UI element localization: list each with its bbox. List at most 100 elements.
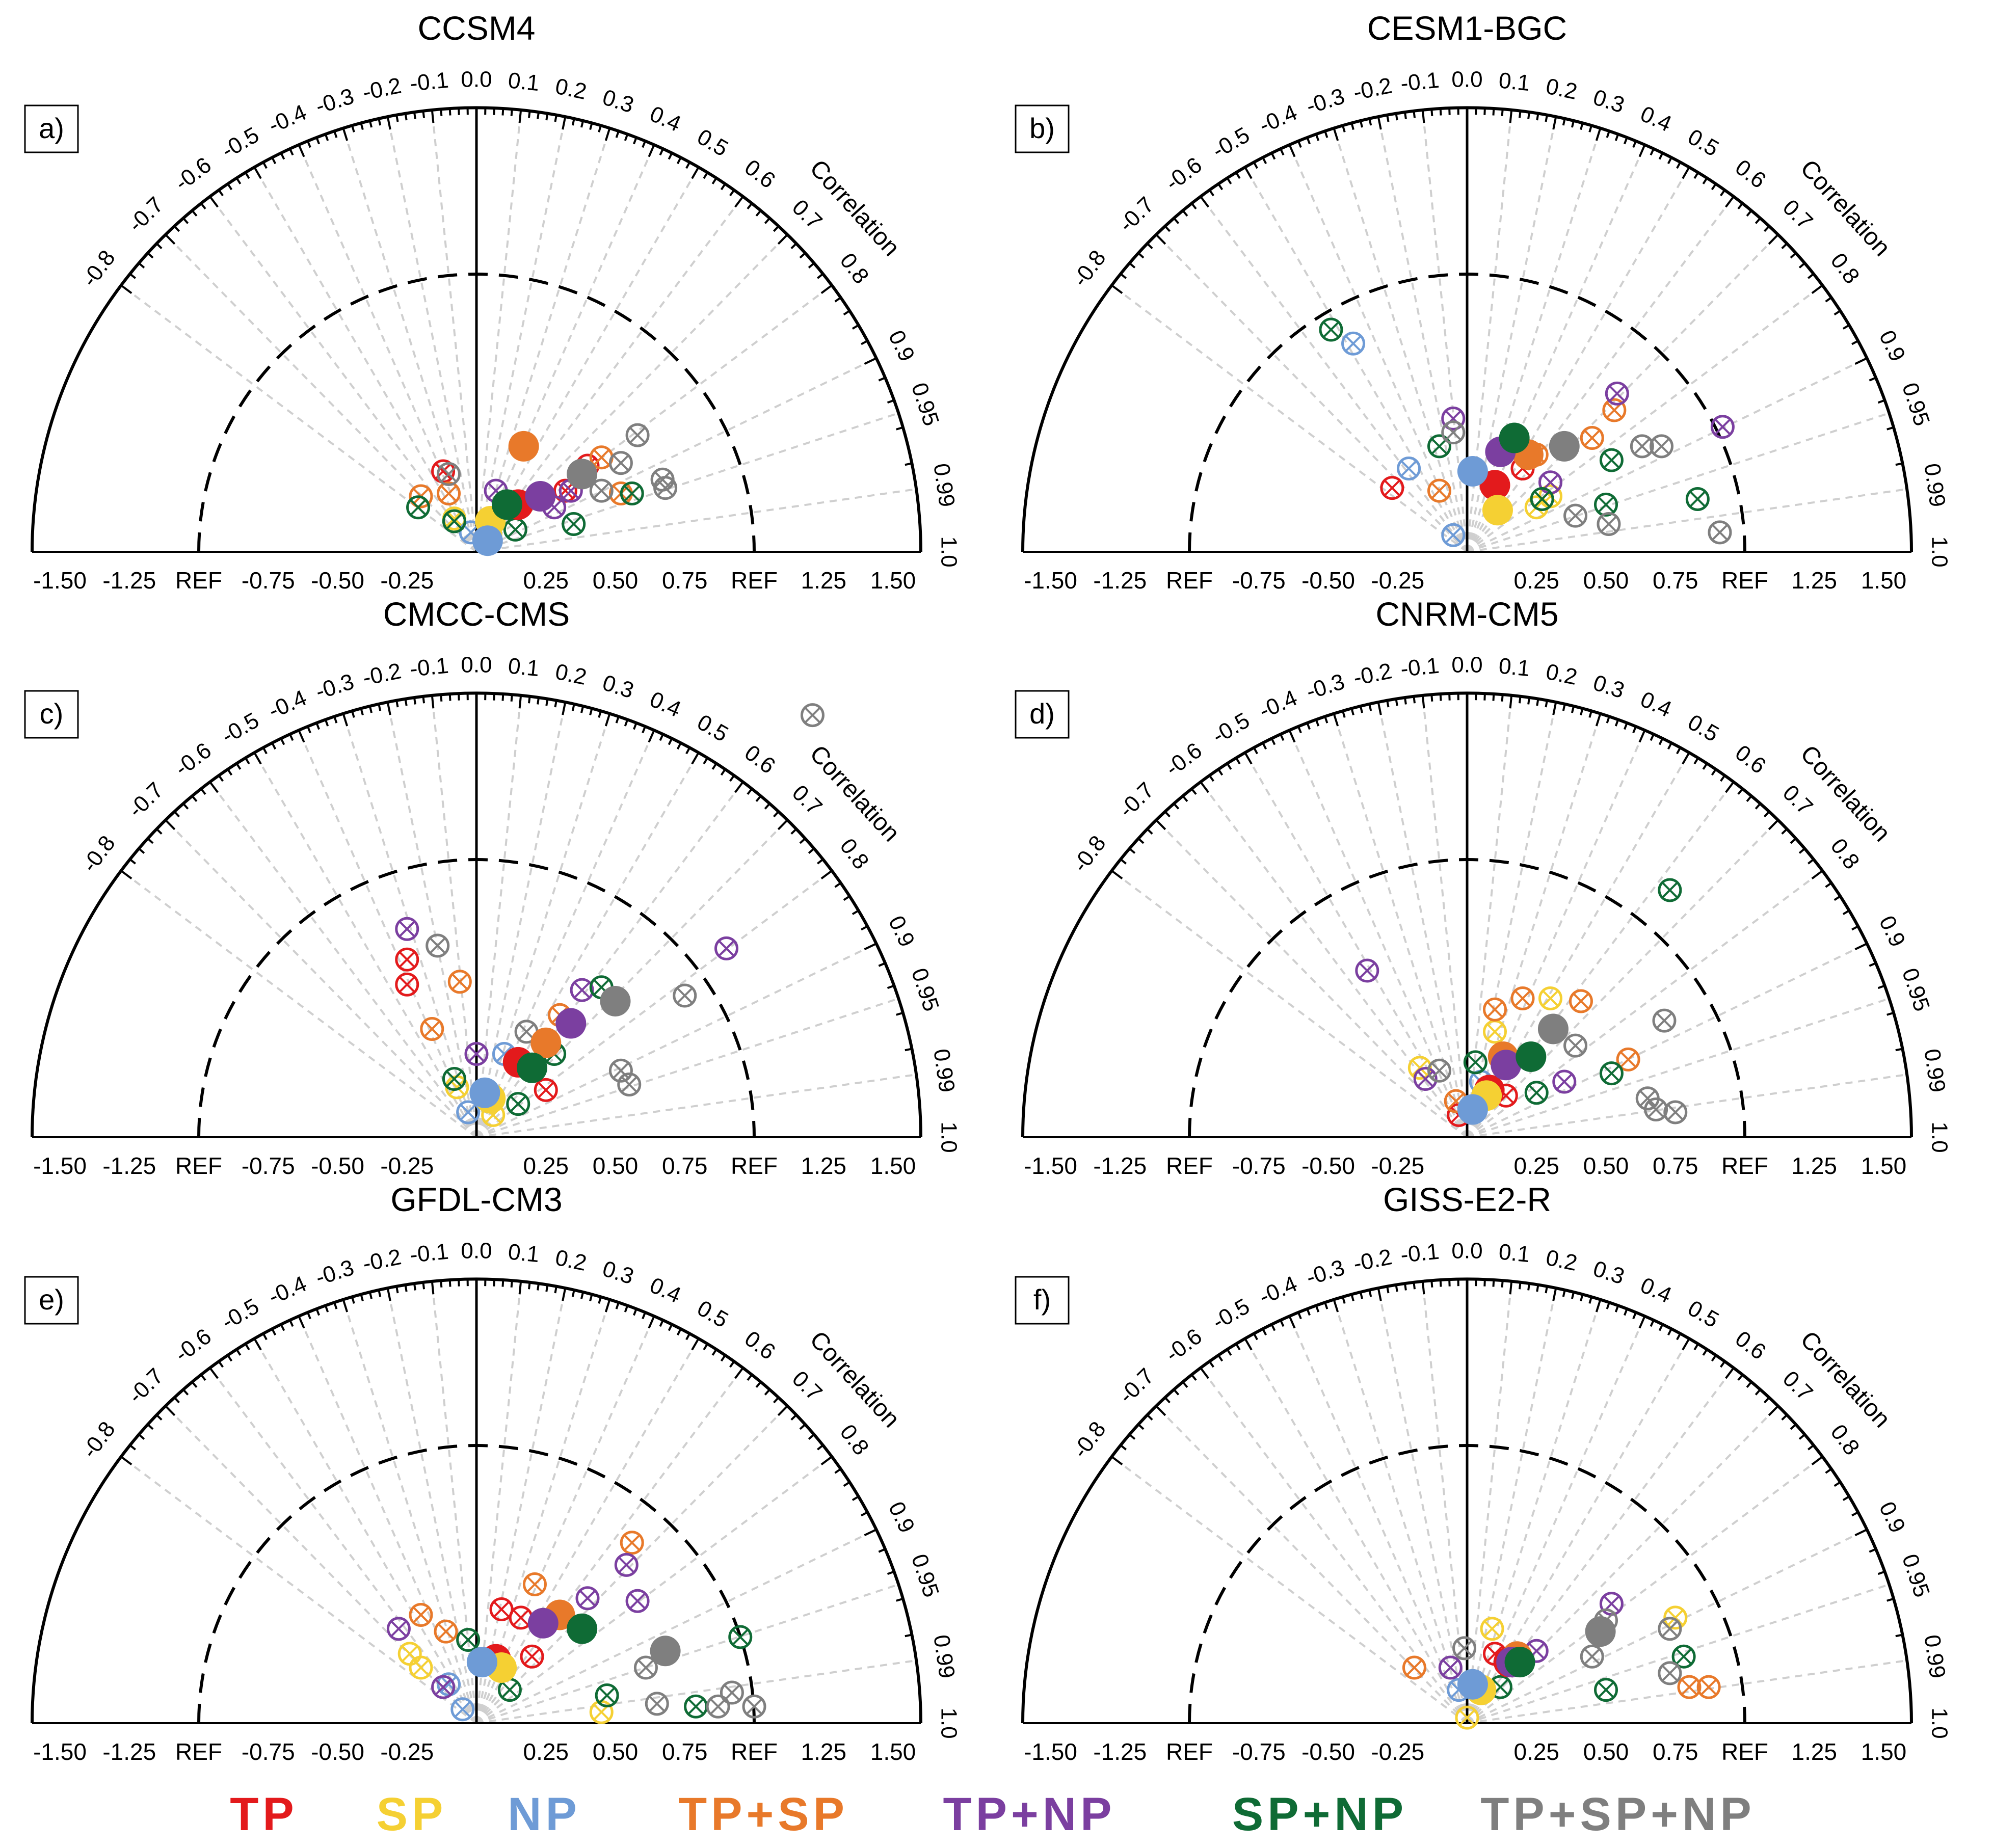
correlation-tick xyxy=(660,734,663,741)
correlation-tick xyxy=(844,311,850,315)
correlation-tick-label: -0.2 xyxy=(1351,658,1394,690)
correlation-tick-label: -0.5 xyxy=(217,122,263,163)
correlation-tick xyxy=(555,1286,556,1293)
correlation-tick xyxy=(1218,769,1223,775)
correlation-tick xyxy=(1791,253,1796,257)
correlation-tick-label: 0.2 xyxy=(1544,1245,1580,1276)
correlation-tick xyxy=(299,1316,304,1328)
correlation-tick xyxy=(1334,1299,1338,1312)
open-marker-tp-sp-np xyxy=(802,705,823,726)
correlation-tick xyxy=(1726,196,1734,207)
correlation-tick-label: 0.99 xyxy=(928,462,960,508)
correlation-tick-label: 0.2 xyxy=(1544,74,1580,104)
correlation-tick xyxy=(730,1361,734,1367)
correlation-tick xyxy=(1493,1280,1494,1287)
correlation-tick xyxy=(1683,167,1689,179)
correlation-tick xyxy=(1721,775,1725,781)
correlation-tick xyxy=(1878,985,1885,988)
x-tick-label: -0.75 xyxy=(242,567,295,594)
open-marker-tp-sp-np xyxy=(610,452,631,474)
x-tick-label: 0.50 xyxy=(1583,567,1629,594)
correlation-tick-label: 0.4 xyxy=(1637,687,1676,722)
correlation-tick xyxy=(1209,775,1213,781)
correlation-tick xyxy=(1165,812,1170,817)
correlation-tick-label: -0.2 xyxy=(1351,73,1394,105)
correlation-tick xyxy=(821,285,832,293)
correlation-tick xyxy=(888,400,894,403)
correlation-tick xyxy=(192,210,197,216)
correlation-tick xyxy=(800,1424,805,1429)
correlation-tick xyxy=(1111,871,1122,879)
correlation-tick xyxy=(1449,693,1450,701)
correlation-ray xyxy=(343,128,476,552)
correlation-tick-label: -0.6 xyxy=(1161,1324,1207,1367)
correlation-tick-label: 0.4 xyxy=(646,1273,685,1308)
correlation-tick xyxy=(765,804,769,809)
correlation-tick-label: -0.5 xyxy=(217,708,263,748)
correlation-tick-label: -0.8 xyxy=(1068,246,1111,291)
correlation-tick xyxy=(502,1280,503,1287)
correlation-tick-label: -0.4 xyxy=(1256,685,1301,724)
correlation-tick xyxy=(1493,694,1494,701)
correlation-tick xyxy=(1726,782,1734,792)
correlation-tick xyxy=(1651,734,1654,741)
filled-marker-tp-np xyxy=(528,1608,559,1639)
correlation-tick xyxy=(1546,1286,1547,1293)
correlation-tick xyxy=(817,1445,823,1450)
correlation-tick-label: 0.95 xyxy=(1897,965,1934,1014)
correlation-tick xyxy=(308,726,310,733)
open-marker-sp-np xyxy=(1687,488,1708,510)
correlation-tick xyxy=(529,111,530,118)
correlation-tick xyxy=(1855,1530,1867,1535)
correlation-tick xyxy=(219,1361,223,1367)
correlation-tick xyxy=(1537,113,1538,120)
correlation-tick-label: -0.2 xyxy=(361,658,404,690)
correlation-tick-label: 0.5 xyxy=(1684,710,1723,747)
correlation-tick-label: 0.99 xyxy=(1919,1047,1950,1094)
correlation-tick xyxy=(414,698,415,705)
correlation-tick-label: 0.5 xyxy=(693,124,732,162)
correlation-tick-label: 0.9 xyxy=(1874,912,1910,951)
filled-marker-sp-np xyxy=(1499,423,1530,453)
correlation-tick-label: 0.8 xyxy=(835,834,874,874)
correlation-tick xyxy=(1799,848,1805,853)
correlation-tick xyxy=(130,859,136,864)
open-marker-sp-np xyxy=(1659,879,1681,901)
correlation-tick xyxy=(1747,1382,1751,1387)
correlation-tick-label: 0.6 xyxy=(740,740,780,779)
correlation-tick-label: 0.6 xyxy=(740,1326,780,1365)
correlation-tick xyxy=(721,184,725,190)
correlation-tick-label: -0.4 xyxy=(265,1271,310,1309)
correlation-ray xyxy=(1201,196,1467,552)
correlation-tick xyxy=(555,700,556,707)
x-tick-label: 0.50 xyxy=(593,567,639,594)
correlation-tick xyxy=(1191,1375,1196,1380)
correlation-tick xyxy=(1896,463,1903,465)
correlation-tick-label: 0.7 xyxy=(787,780,827,820)
correlation-tick xyxy=(1553,117,1556,129)
x-tick-label: -0.50 xyxy=(311,1153,364,1179)
correlation-ray xyxy=(299,145,476,552)
legend-entry: SP xyxy=(377,1788,447,1840)
correlation-tick xyxy=(1826,883,1831,887)
filled-marker-tp-sp-np xyxy=(650,1636,681,1666)
correlation-tick xyxy=(1183,1382,1187,1387)
correlation-tick xyxy=(1808,1445,1814,1450)
panel-label: a) xyxy=(39,112,64,144)
correlation-tick-label: -0.7 xyxy=(123,1363,168,1408)
x-tick-label: 0.50 xyxy=(593,1153,639,1179)
correlation-axis-label: Correlation xyxy=(1795,1326,1896,1433)
correlation-axis-label: Correlation xyxy=(805,155,905,261)
correlation-tick xyxy=(1245,753,1252,764)
correlation-tick-label: 0.3 xyxy=(1590,670,1628,703)
correlation-tick xyxy=(156,829,162,834)
correlation-tick-label: 0.1 xyxy=(1498,653,1531,681)
correlation-tick xyxy=(1414,1282,1415,1289)
correlation-tick xyxy=(864,358,876,364)
correlation-tick xyxy=(809,848,814,853)
correlation-tick xyxy=(555,115,556,122)
legend-entry: NP xyxy=(508,1788,581,1840)
correlation-tick-label: -0.3 xyxy=(1303,669,1347,704)
correlation-tick-label: 0.7 xyxy=(1778,1366,1818,1406)
correlation-tick xyxy=(529,1282,530,1289)
